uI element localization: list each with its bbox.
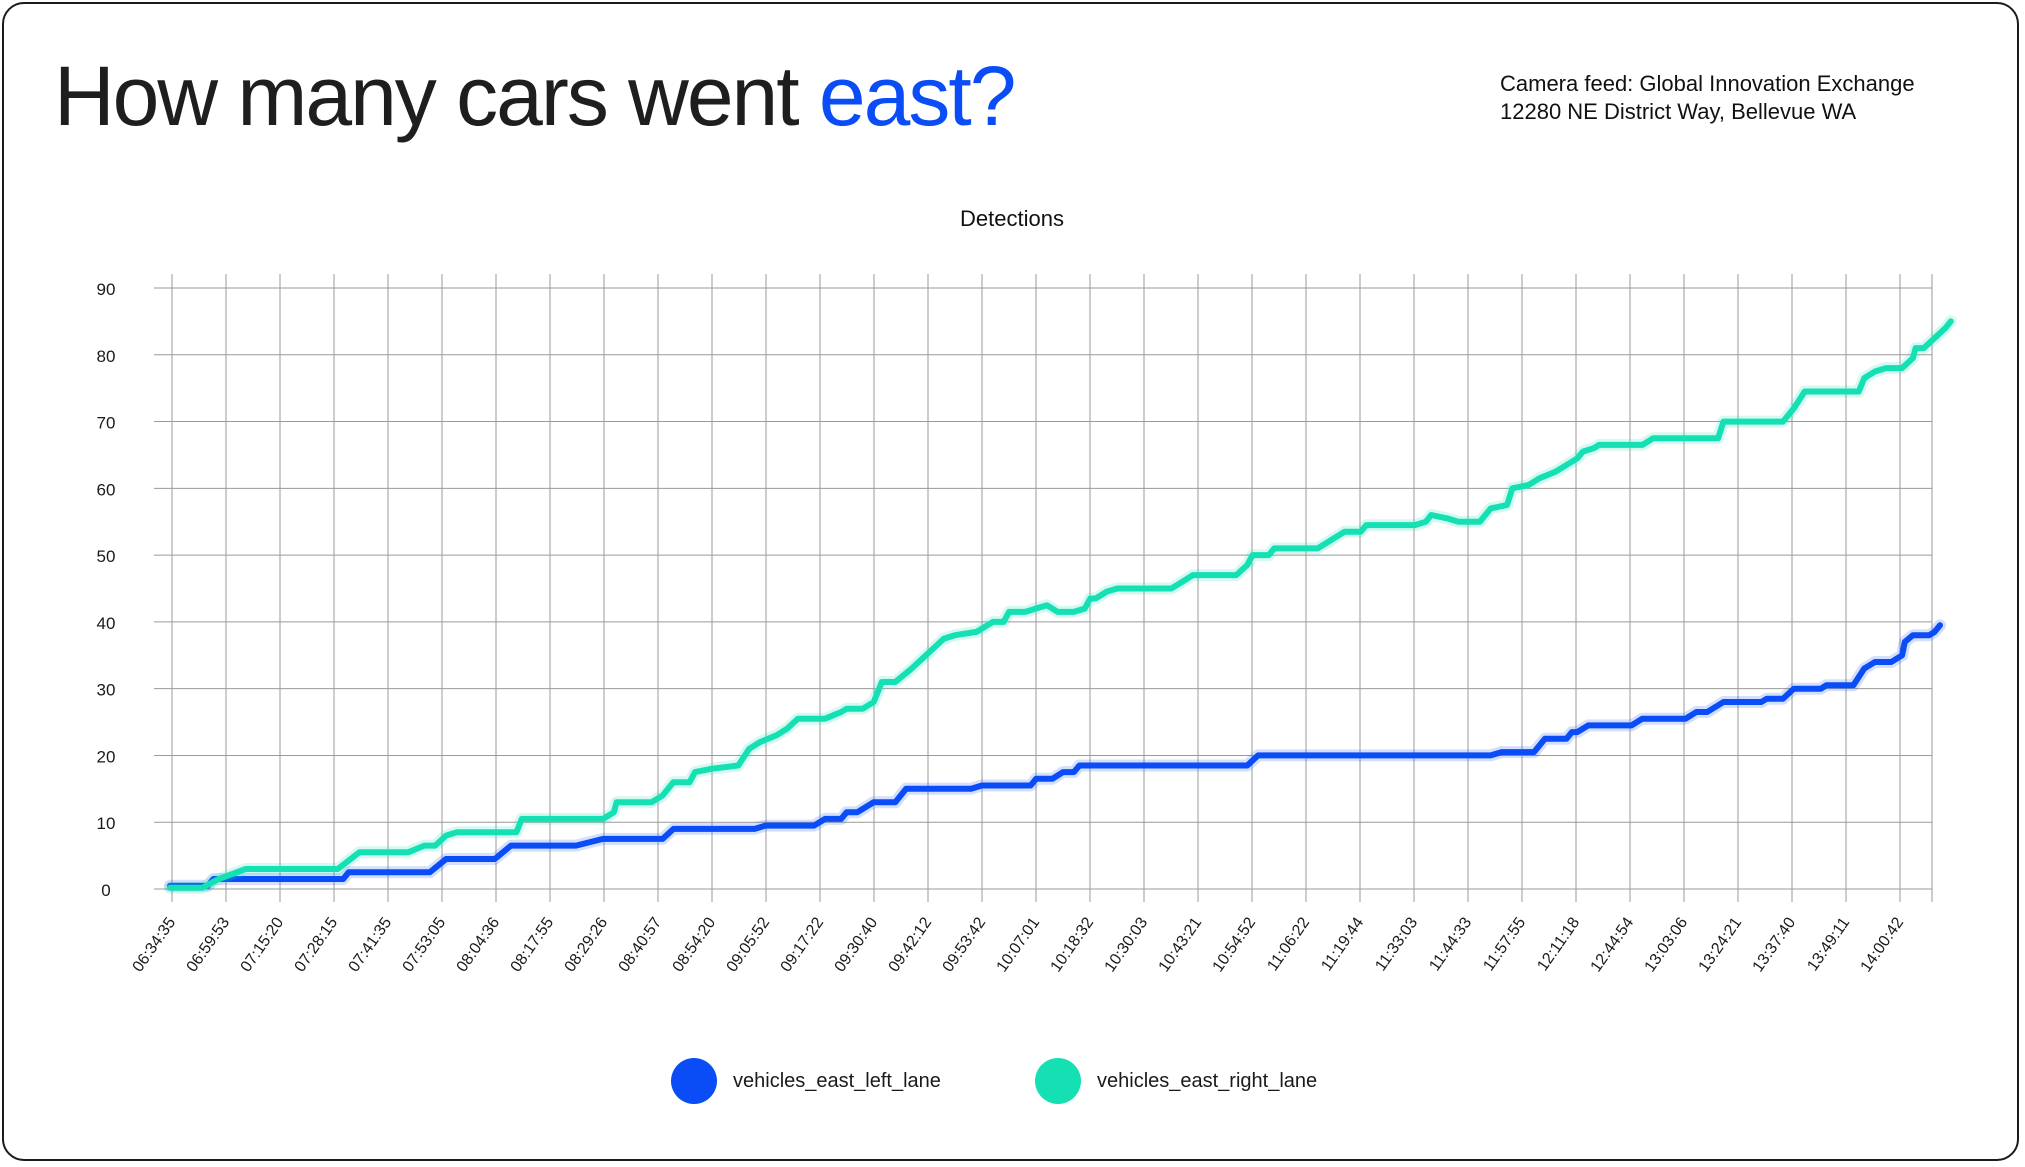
y-tick-label: 10 xyxy=(97,814,116,833)
x-tick-label: 11:57:55 xyxy=(1480,914,1529,974)
x-tick-label: 13:03:06 xyxy=(1642,914,1692,975)
chart-legend: vehicles_east_left_lane vehicles_east_ri… xyxy=(4,1058,2017,1106)
y-tick-label: 30 xyxy=(97,681,116,700)
x-tick-label: 07:53:05 xyxy=(400,914,450,975)
title-accent: east? xyxy=(818,49,1016,143)
x-tick-label: 08:17:55 xyxy=(508,914,558,975)
x-tick-label: 09:53:42 xyxy=(940,914,990,975)
y-tick-label: 20 xyxy=(97,747,116,766)
page-title: How many cars went east? xyxy=(54,48,1016,145)
chart-title: Detections xyxy=(960,206,1064,231)
x-tick-label: 12:44:54 xyxy=(1588,914,1638,975)
legend-label: vehicles_east_left_lane xyxy=(733,1069,941,1092)
legend-item-right-lane[interactable]: vehicles_east_right_lane xyxy=(1035,1058,1317,1104)
legend-label: vehicles_east_right_lane xyxy=(1097,1069,1318,1092)
x-tick-label: 13:24:21 xyxy=(1696,914,1746,975)
x-tick-label: 10:30:03 xyxy=(1102,914,1152,975)
camera-info: Camera feed: Global Innovation Exchange … xyxy=(1500,70,1915,126)
y-tick-label: 80 xyxy=(97,347,116,366)
x-tick-label: 08:29:26 xyxy=(562,914,612,975)
x-tick-label: 07:41:35 xyxy=(346,914,396,975)
x-tick-label: 10:54:52 xyxy=(1210,914,1260,975)
y-tick-label: 50 xyxy=(97,547,116,566)
x-tick-label: 08:04:36 xyxy=(454,914,504,975)
x-tick-label: 09:42:12 xyxy=(886,914,936,975)
x-tick-label: 11:44:33 xyxy=(1426,914,1475,974)
x-tick-label: 10:18:32 xyxy=(1048,914,1098,975)
x-tick-label: 11:33:03 xyxy=(1372,914,1421,974)
x-tick-label: 06:34:35 xyxy=(130,914,180,975)
x-tick-label: 06:59:53 xyxy=(184,914,234,975)
x-tick-label: 09:30:40 xyxy=(832,914,882,975)
x-tick-label: 10:43:21 xyxy=(1156,914,1206,975)
series-line-left-lane xyxy=(167,622,1943,889)
legend-item-left-lane[interactable]: vehicles_east_left_lane xyxy=(671,1058,941,1104)
x-tick-label: 07:15:20 xyxy=(238,914,288,975)
title-prefix: How many cars went xyxy=(54,49,819,143)
x-tick-label: 11:19:44 xyxy=(1318,914,1367,974)
camera-feed-name: Camera feed: Global Innovation Exchange xyxy=(1500,71,1915,96)
legend-swatch xyxy=(671,1058,717,1104)
y-tick-label: 0 xyxy=(101,881,110,900)
x-tick-label: 14:00:42 xyxy=(1858,914,1908,975)
y-tick-label: 40 xyxy=(97,614,116,633)
x-tick-label: 10:07:01 xyxy=(994,914,1044,975)
x-tick-label: 08:54:20 xyxy=(670,914,720,975)
y-tick-label: 90 xyxy=(97,280,116,299)
x-tick-label: 09:17:22 xyxy=(778,914,828,975)
detections-chart: Detections 0 10 20 30 40 50 60 70 80 90 06:34:35 06:… xyxy=(97,206,1957,975)
x-tick-label: 08:40:57 xyxy=(616,914,666,975)
series-line-right-lane xyxy=(167,318,1954,891)
x-tick-label: 07:28:15 xyxy=(292,914,342,975)
x-tick-label: 13:49:11 xyxy=(1804,914,1853,974)
legend-swatch xyxy=(1035,1058,1081,1104)
camera-address: 12280 NE District Way, Bellevue WA xyxy=(1500,99,1857,124)
x-tick-label: 11:06:22 xyxy=(1264,914,1313,974)
y-tick-label: 60 xyxy=(97,480,116,499)
x-tick-label: 12:11:18 xyxy=(1534,914,1583,974)
x-tick-label: 09:05:52 xyxy=(724,914,774,975)
y-tick-label: 70 xyxy=(97,414,116,433)
x-tick-label: 13:37:40 xyxy=(1750,914,1800,975)
